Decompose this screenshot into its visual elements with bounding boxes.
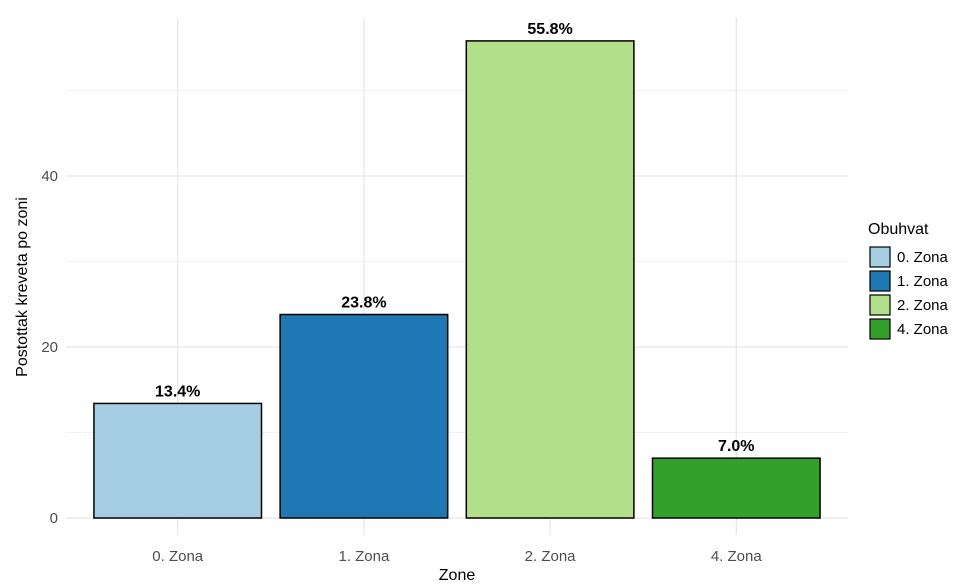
axes: Zone Postottak kreveta po zoni 0 20 40 0. Z… bbox=[14, 168, 763, 584]
legend-label: 0. Zona bbox=[897, 249, 949, 266]
legend-swatch bbox=[869, 318, 891, 340]
data-label: 7.0% bbox=[718, 438, 754, 455]
legend-swatch bbox=[869, 294, 891, 316]
data-label: 13.4% bbox=[155, 383, 200, 400]
data-label: 23.8% bbox=[341, 295, 386, 312]
bar-4-zona bbox=[651, 457, 821, 519]
x-tick-label: 0. Zona bbox=[152, 548, 204, 565]
data-labels: 13.4% 23.8% 55.8% 7.0% bbox=[155, 21, 754, 455]
legend-swatch bbox=[869, 246, 891, 268]
bars bbox=[93, 40, 821, 519]
legend-swatch bbox=[869, 270, 891, 292]
y-tick-label: 40 bbox=[41, 168, 58, 185]
bar-2-zona bbox=[465, 40, 635, 519]
x-tick-label: 4. Zona bbox=[711, 548, 763, 565]
data-label: 55.8% bbox=[527, 21, 572, 38]
x-tick-label: 1. Zona bbox=[338, 548, 390, 565]
x-axis-title: Zone bbox=[439, 567, 476, 583]
y-axis-title: Postottak kreveta po zoni bbox=[14, 197, 31, 377]
legend-label: 4. Zona bbox=[897, 321, 949, 338]
legend-title: Obuhvat bbox=[868, 221, 929, 238]
bar-1-zona bbox=[279, 313, 449, 519]
legend: Obuhvat 0. Zona 1. Zona 2. Zona 4. Zona bbox=[868, 221, 949, 340]
legend-label: 1. Zona bbox=[897, 273, 949, 290]
x-tick-label: 2. Zona bbox=[525, 548, 577, 565]
legend-label: 2. Zona bbox=[897, 297, 949, 314]
y-tick-label: 20 bbox=[41, 339, 58, 356]
y-tick-label: 0 bbox=[50, 510, 58, 527]
bar-0-zona bbox=[93, 402, 263, 519]
